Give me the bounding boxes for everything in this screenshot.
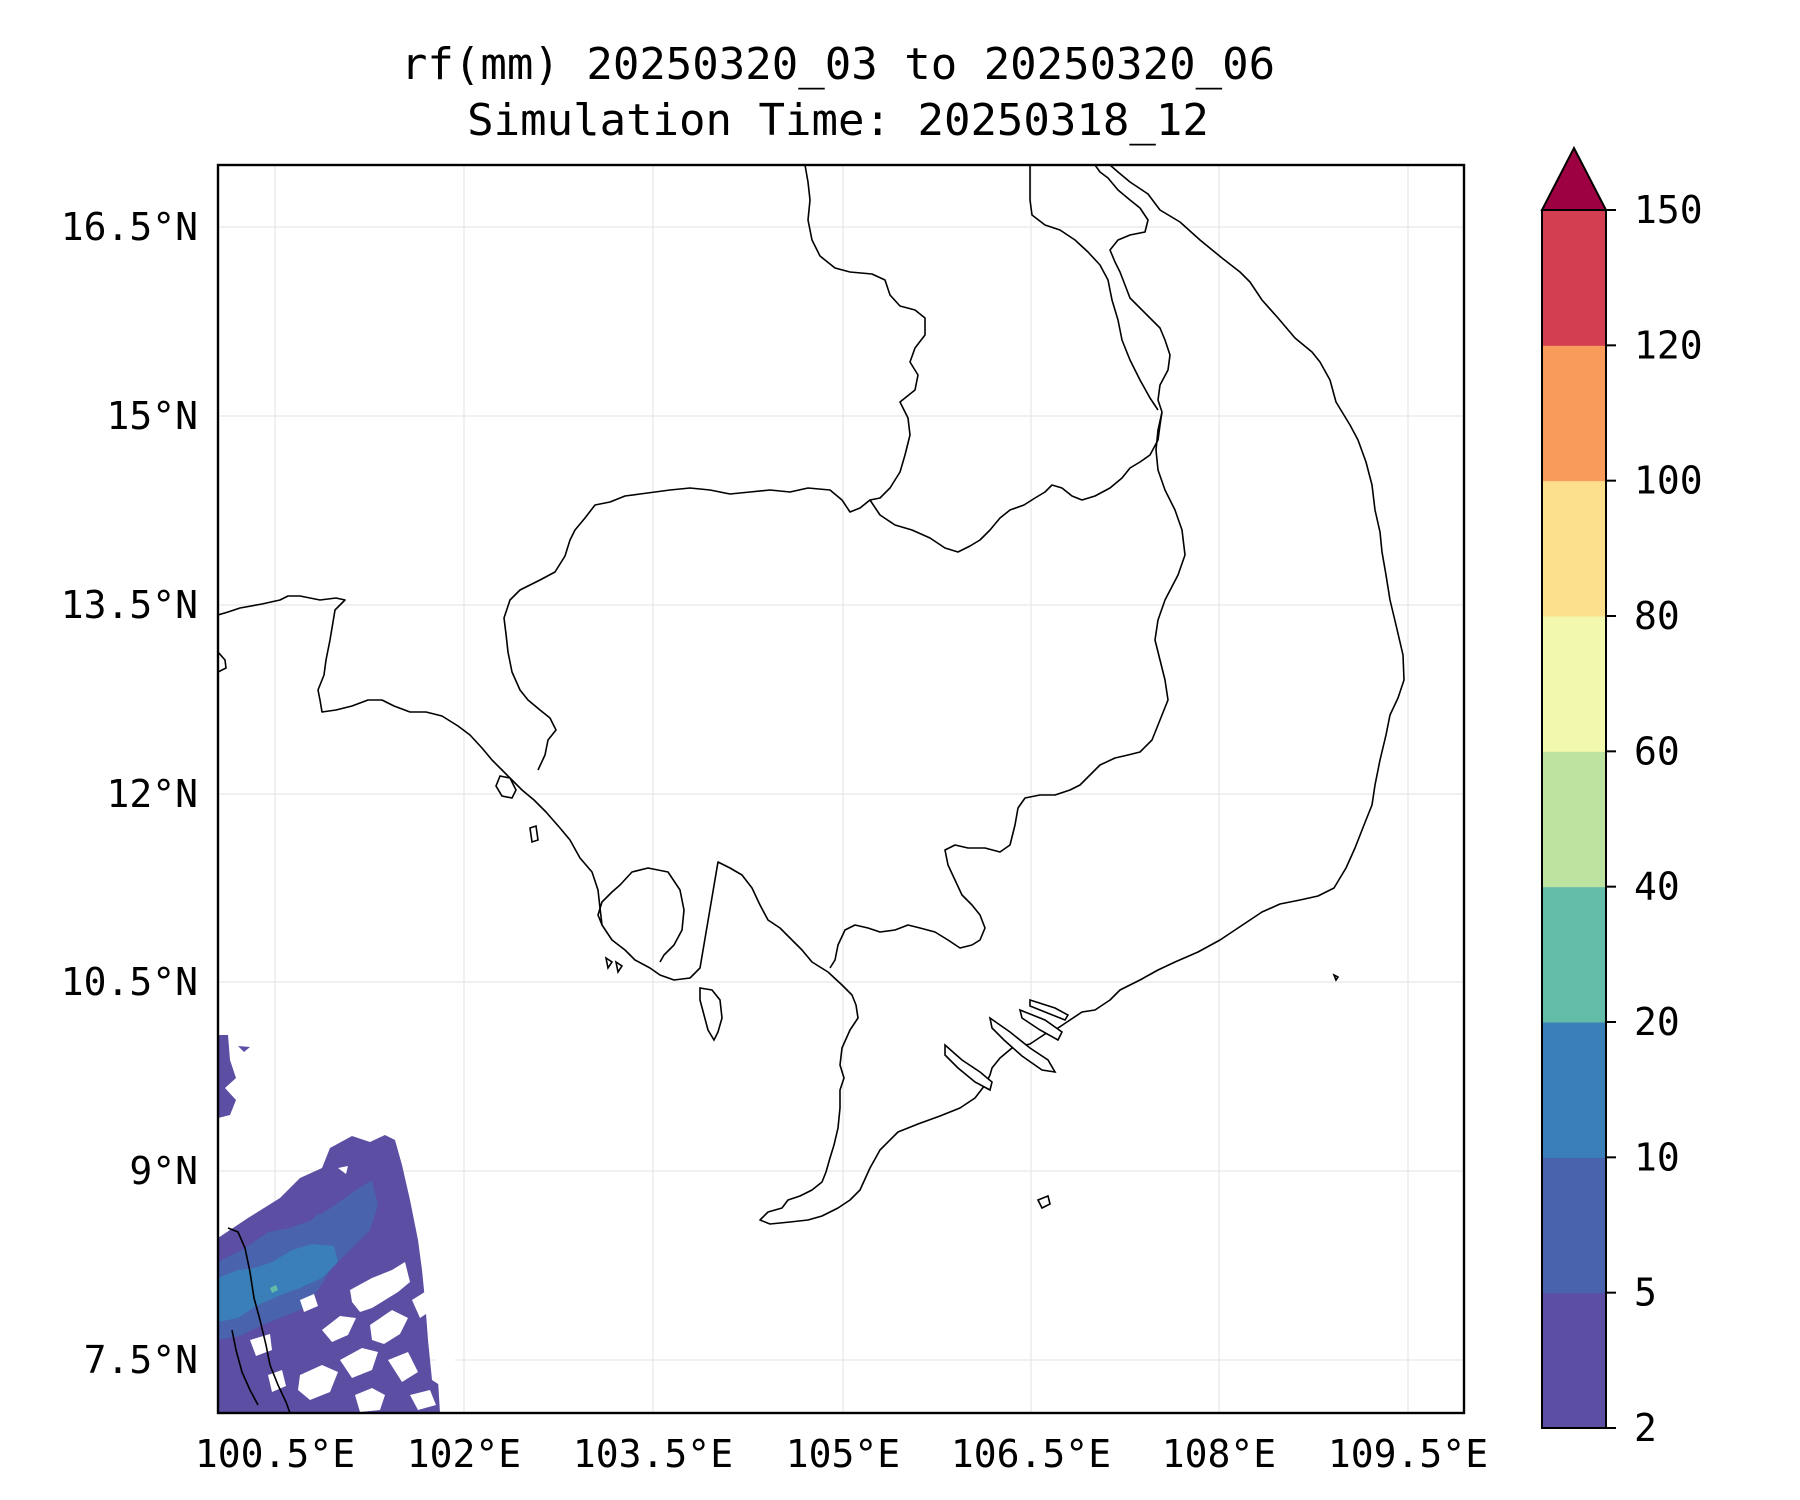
y-tick-label: 9°N — [129, 1149, 198, 1193]
island-koh-kong — [495, 775, 517, 799]
y-tick-label: 13.5°N — [61, 583, 198, 627]
x-axis-ticks: 100.5°E 102°E 103.5°E 105°E 106.5°E 108°E 109.… — [195, 1432, 1488, 1476]
rain-dry-holes — [250, 1166, 455, 1413]
rain-contour-20-40 — [270, 1285, 278, 1293]
vietnam-coastline — [759, 165, 1405, 1225]
y-tick-label: 15°N — [106, 394, 198, 438]
colorbar-frame — [1541, 209, 1607, 1429]
laos-vietnam-border — [1094, 165, 1171, 413]
cambodia-vietnam-border-south — [829, 924, 973, 969]
colorbar-label: 80 — [1634, 594, 1680, 638]
colorbar-label: 100 — [1634, 459, 1703, 503]
island-gulf-1 — [604, 956, 614, 971]
x-tick-label: 108°E — [1162, 1432, 1276, 1476]
coastlines-borders — [218, 165, 1405, 1413]
colorbar-label: 10 — [1634, 1135, 1680, 1179]
gulf-coastline — [597, 861, 829, 981]
island-con-dao — [1036, 1194, 1051, 1210]
colorbar-label: 5 — [1634, 1271, 1657, 1315]
thailand-cambodia-border — [503, 165, 926, 771]
colorbar-segment — [1542, 1022, 1606, 1158]
colorbar-segment — [1542, 480, 1606, 617]
map-subtitle: Simulation Time: 20250318_12 — [467, 95, 1209, 146]
mekong-delta-bars-3 — [1018, 1008, 1064, 1042]
rain-contour-2-5-edge — [218, 1035, 236, 1118]
x-tick-label: 100.5°E — [195, 1432, 355, 1476]
y-tick-label: 12°N — [106, 772, 198, 816]
colorbar: 2 5 10 20 40 60 80 100 120 150 — [1540, 145, 1703, 1450]
cambodia-coast — [218, 595, 603, 926]
island-koh-rong — [529, 824, 539, 844]
mekong-delta-bars-4 — [1029, 998, 1070, 1021]
colorbar-segment — [1542, 1292, 1606, 1429]
colorbar-label: 2 — [1634, 1406, 1657, 1450]
y-tick-label: 7.5°N — [84, 1338, 198, 1382]
island-phu-quoc — [699, 987, 723, 1042]
x-tick-label: 103.5°E — [573, 1432, 733, 1476]
cambodia-laos-border — [869, 411, 1163, 553]
y-tick-label: 10.5°N — [61, 960, 198, 1004]
malay-peninsula-coast-b — [231, 1329, 259, 1406]
rainfall-contours — [218, 1035, 455, 1413]
colorbar-segment — [1542, 1157, 1606, 1294]
y-tick-label: 16.5°N — [61, 205, 198, 249]
malay-peninsula-coast — [227, 1227, 291, 1413]
mekong-delta-bars-1 — [944, 1043, 993, 1092]
colorbar-segment — [1542, 345, 1606, 482]
x-tick-label: 109.5°E — [1328, 1432, 1488, 1476]
gridlines — [218, 165, 1464, 1413]
colorbar-label: 40 — [1634, 865, 1680, 909]
island-phu-quy — [1332, 973, 1340, 982]
map-frame — [216, 163, 1466, 1415]
rain-contour-10-20 — [218, 1244, 338, 1322]
islands — [495, 775, 1340, 1210]
x-tick-label: 105°E — [786, 1432, 900, 1476]
rain-contour-2-5 — [218, 1135, 455, 1413]
map-title: rf(mm) 20250320_03 to 20250320_06 — [401, 39, 1275, 90]
rain-contour-2-5-dot — [238, 1046, 250, 1052]
mekong-delta-bars-2 — [988, 1016, 1057, 1074]
cambodia-vietnam-border — [944, 411, 1186, 946]
colorbar-label: 150 — [1634, 188, 1703, 232]
y-axis-ticks: 16.5°N 15°N 13.5°N 12°N 10.5°N 9°N 7.5°N — [61, 205, 198, 1382]
rain-contour-5-10-b — [300, 1214, 336, 1238]
map-background — [218, 165, 1464, 1413]
colorbar-label: 120 — [1634, 323, 1703, 367]
x-tick-label: 102°E — [407, 1432, 521, 1476]
x-tick-label: 106.5°E — [951, 1432, 1111, 1476]
colorbar-segment — [1542, 886, 1606, 1023]
colorbar-label: 20 — [1634, 1000, 1680, 1044]
thailand-west-border — [218, 651, 227, 673]
island-gulf-2 — [614, 960, 624, 975]
colorbar-label: 60 — [1634, 729, 1680, 773]
colorbar-segment — [1542, 751, 1606, 888]
laos-border-north — [1029, 165, 1159, 411]
colorbar-segment — [1542, 210, 1606, 346]
colorbar-segment — [1542, 616, 1606, 752]
colorbar-extend-triangle — [1540, 145, 1608, 211]
